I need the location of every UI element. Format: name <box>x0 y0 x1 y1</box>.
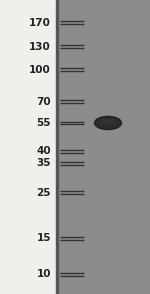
Text: 10: 10 <box>36 269 51 279</box>
Text: 70: 70 <box>36 97 51 107</box>
Bar <box>56 0 58 294</box>
Bar <box>58 0 148 294</box>
Text: 55: 55 <box>36 118 51 128</box>
Bar <box>0 0 57 294</box>
Text: 170: 170 <box>29 18 51 28</box>
Text: 35: 35 <box>36 158 51 168</box>
Ellipse shape <box>94 116 122 130</box>
Ellipse shape <box>100 119 116 124</box>
Text: 130: 130 <box>29 42 51 52</box>
Bar <box>57 0 150 294</box>
Text: 40: 40 <box>36 146 51 156</box>
Text: 100: 100 <box>29 65 51 75</box>
Text: 15: 15 <box>36 233 51 243</box>
Text: 25: 25 <box>36 188 51 198</box>
